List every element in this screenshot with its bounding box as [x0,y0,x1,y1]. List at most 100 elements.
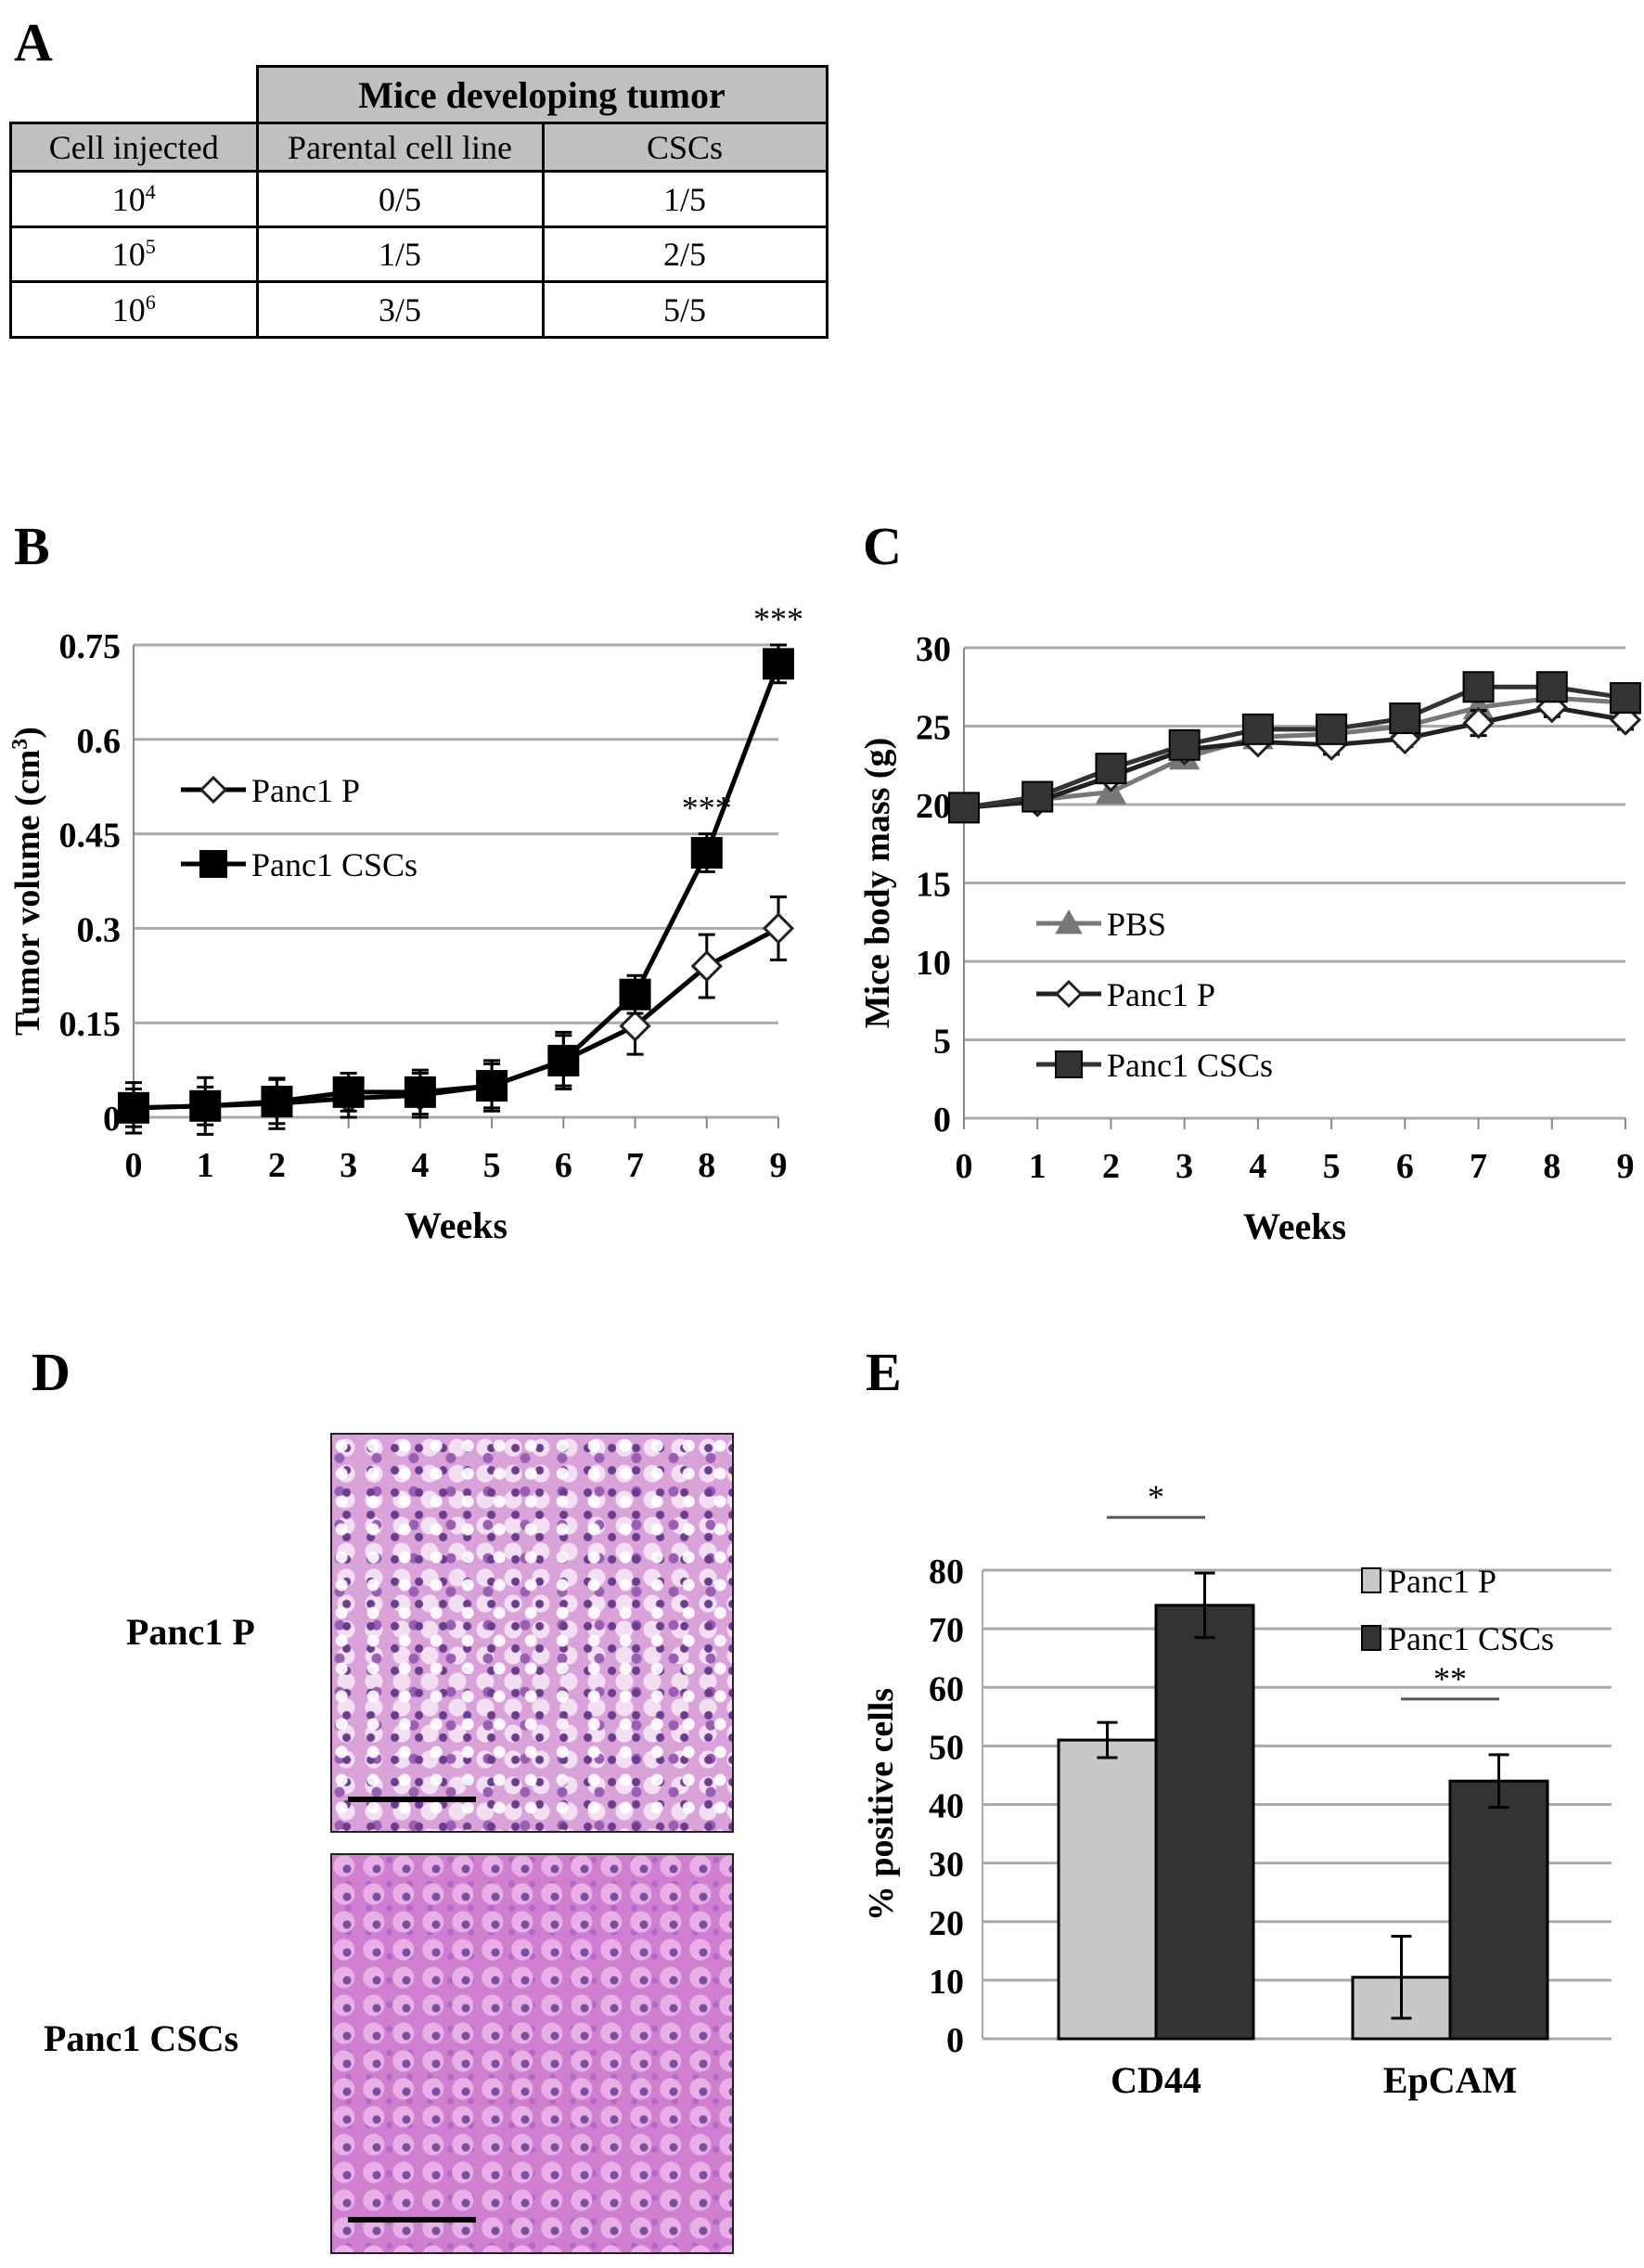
column-header: CSCs [541,122,828,173]
table-row: 106 3/5 5/5 [9,280,828,339]
data-point [189,1089,222,1122]
y-tick-label: 5 [933,1023,951,1062]
y-tick-label: 0.45 [59,817,122,856]
category-label: EpCAM [1383,2059,1517,2101]
tumor-incidence-table: Mice developing tumor Cell injected Pare… [9,65,828,339]
x-tick-label: 7 [626,1146,644,1185]
x-tick-label: 4 [411,1146,429,1185]
series-line [963,684,1626,810]
data-point [1389,702,1421,735]
x-tick-label: 5 [1323,1147,1341,1186]
legend-marker [1055,908,1083,934]
x-tick-label: 5 [483,1146,501,1185]
x-tick-label: 0 [956,1147,973,1186]
x-tick-label: 9 [770,1146,788,1185]
table-row: 104 0/5 1/5 [9,170,828,228]
column-header: Parental cell line [255,122,545,173]
group-header: Mice developing tumor [255,65,828,124]
data-point [1610,682,1641,715]
y-tick-label: 60 [929,1669,964,1708]
data-point [404,1076,436,1108]
data-point [1095,753,1127,785]
cells-injected: 105 [9,226,259,283]
data-point [763,648,794,680]
bar [1154,1604,1255,2041]
series-panc1-cscs [948,671,1641,824]
cscs-value: 2/5 [541,226,828,283]
y-tick-label: 25 [916,709,951,748]
y-tick-label: 30 [916,630,951,669]
legend-swatch [1361,1567,1381,1593]
x-axis-label: Weeks [1243,1205,1346,1247]
data-point [762,912,795,945]
x-tick-label: 7 [1470,1147,1487,1186]
x-tick-label: 8 [1543,1147,1561,1186]
legend-marker [1054,979,1084,1009]
y-axis-label-end: ) [8,727,47,739]
legend-marker [199,775,228,805]
x-tick-label: 3 [1175,1147,1193,1186]
y-tick-label: 0 [933,1101,951,1140]
data-point [476,1070,508,1102]
y-axis-label: Tumor volume (cm3) [8,727,47,1036]
significance-marker: ** [1433,1660,1467,1697]
data-point [261,1086,293,1118]
data-point [1241,713,1274,745]
y-axis-label-sup: 3 [8,739,32,750]
x-tick-label: 4 [1249,1147,1266,1186]
data-point [690,836,723,869]
legend-swatch [1361,1625,1381,1651]
series-line [963,695,1626,810]
data-point [1535,671,1568,703]
x-tick-label: 6 [1396,1147,1414,1186]
x-tick-label: 9 [1617,1147,1635,1186]
y-tick-label: 40 [929,1787,964,1826]
panel-label-e: E [866,1342,902,1402]
y-tick-label: 80 [929,1553,964,1591]
scale-bar [348,2217,476,2223]
data-point [1316,713,1348,745]
cscs-value: 1/5 [541,170,828,228]
y-tick-label: 0.6 [77,722,122,761]
series-line [963,704,1626,810]
bar [1057,1738,1158,2041]
legend-label: PBS [1107,906,1166,943]
y-tick-label: 0 [946,2021,964,2060]
legend-label: Panc1 CSCs [1388,1620,1554,1657]
y-tick-label: 10 [916,944,951,983]
y-tick-label: 20 [929,1904,964,1943]
x-tick-label: 6 [555,1146,572,1185]
series-line [133,663,781,1111]
histology-image-panc1-p [330,1433,734,1833]
positive-cells-bar-chart: 0 10 20 30 40 50 60 70 80 % positive cells CD44 * Ep… [862,1478,1612,2101]
data-point [332,1076,365,1108]
data-point [948,792,980,824]
series-panc1-cscs [118,643,794,1128]
x-tick-label: 1 [197,1146,214,1185]
series-line [133,926,780,1111]
data-point [547,1044,580,1076]
parental-value: 1/5 [255,226,545,283]
panel-label-c: C [863,516,902,576]
data-point [1462,671,1495,703]
column-header: Cell injected [9,122,259,173]
y-tick-label: 0.3 [77,910,122,949]
body-mass-chart: 0 5 10 15 20 25 30 0 1 2 3 4 5 6 7 8 9 Weeks Mice body mas… [858,630,1642,1247]
x-tick-label: 8 [698,1146,715,1185]
data-point [1168,728,1201,761]
y-tick-label: 20 [916,787,951,826]
data-point [619,1010,651,1042]
parental-value: 3/5 [255,280,545,339]
tumor-volume-chart: 0 0.15 0.3 0.45 0.6 0.75 0 1 2 3 4 5 6 7 8 9 Weeks Tumor … [8,600,803,1246]
y-tick-label: 0.75 [59,627,122,666]
cscs-value: 5/5 [541,280,828,339]
cells-injected: 106 [9,280,259,339]
y-tick-label: 30 [929,1846,964,1885]
histology-label-panc1-cscs: Panc1 CSCs [44,2017,239,2059]
legend-marker [199,850,227,878]
legend-label: Panc1 CSCs [1107,1047,1273,1084]
histology-image-panc1-cscs [330,1853,734,2254]
y-tick-label: 50 [929,1728,964,1767]
significance-marker: * [1148,1478,1164,1515]
